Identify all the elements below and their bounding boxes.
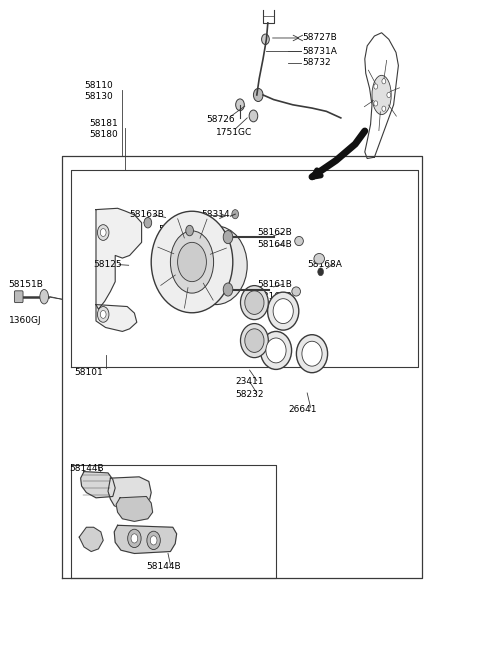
Text: 58181: 58181 <box>89 119 118 128</box>
Circle shape <box>186 225 193 236</box>
Text: 58101: 58101 <box>74 367 103 377</box>
Text: 58180: 58180 <box>89 130 118 140</box>
Ellipse shape <box>295 236 303 246</box>
Text: 58125: 58125 <box>94 260 122 269</box>
Ellipse shape <box>245 329 264 352</box>
Circle shape <box>262 34 269 45</box>
Ellipse shape <box>151 211 233 313</box>
Circle shape <box>223 283 233 296</box>
Ellipse shape <box>240 286 268 320</box>
Text: 58232: 58232 <box>235 390 264 399</box>
Text: 58168A: 58168A <box>307 260 342 269</box>
FancyBboxPatch shape <box>14 291 23 303</box>
Text: 58314: 58314 <box>202 210 230 219</box>
Ellipse shape <box>273 299 293 324</box>
Text: 58163B: 58163B <box>130 210 165 219</box>
Circle shape <box>144 217 152 228</box>
Ellipse shape <box>245 291 264 314</box>
Ellipse shape <box>302 341 322 366</box>
Circle shape <box>249 110 258 122</box>
Text: 58164B: 58164B <box>257 292 291 301</box>
Polygon shape <box>96 208 142 309</box>
Text: 26641: 26641 <box>288 405 316 414</box>
Circle shape <box>374 84 378 89</box>
Text: 58144B: 58144B <box>70 464 104 473</box>
Circle shape <box>374 101 378 106</box>
Ellipse shape <box>40 290 48 304</box>
Ellipse shape <box>372 75 391 115</box>
Circle shape <box>100 310 106 318</box>
Ellipse shape <box>185 226 247 305</box>
Circle shape <box>147 531 160 550</box>
Text: 58130: 58130 <box>84 92 113 102</box>
Circle shape <box>382 106 386 111</box>
Ellipse shape <box>260 331 292 369</box>
Circle shape <box>100 229 106 236</box>
Text: 58726: 58726 <box>206 115 235 124</box>
Circle shape <box>128 529 141 548</box>
Circle shape <box>178 242 206 282</box>
Polygon shape <box>81 472 115 498</box>
Circle shape <box>318 268 324 276</box>
Circle shape <box>150 536 157 545</box>
Text: 58144B: 58144B <box>146 562 181 571</box>
Circle shape <box>387 92 391 98</box>
Circle shape <box>223 231 233 244</box>
Polygon shape <box>79 527 103 552</box>
Text: 1751GC: 1751GC <box>216 128 252 137</box>
Ellipse shape <box>296 335 327 373</box>
Ellipse shape <box>170 231 214 293</box>
Text: 58162B: 58162B <box>257 228 291 237</box>
Circle shape <box>131 534 138 543</box>
Text: 58161B: 58161B <box>257 280 292 290</box>
Circle shape <box>97 225 109 240</box>
Text: 58164B: 58164B <box>257 240 291 249</box>
Polygon shape <box>108 477 151 511</box>
Text: 58727B: 58727B <box>302 33 337 43</box>
Text: 58110: 58110 <box>84 81 113 90</box>
Ellipse shape <box>314 253 324 264</box>
Circle shape <box>97 307 109 322</box>
Text: 1360GJ: 1360GJ <box>9 316 41 326</box>
Circle shape <box>236 99 244 111</box>
Circle shape <box>253 88 263 102</box>
Circle shape <box>382 79 386 84</box>
Text: 58732: 58732 <box>302 58 331 67</box>
Polygon shape <box>96 305 137 331</box>
Text: 23411: 23411 <box>235 377 264 386</box>
Text: 58731A: 58731A <box>302 47 337 56</box>
Ellipse shape <box>240 324 268 358</box>
Text: 58151B: 58151B <box>9 280 44 290</box>
Ellipse shape <box>292 287 300 296</box>
Text: 58125F: 58125F <box>158 225 192 234</box>
Ellipse shape <box>266 338 286 363</box>
Polygon shape <box>116 496 153 521</box>
Circle shape <box>232 210 239 219</box>
Polygon shape <box>114 525 177 553</box>
Ellipse shape <box>267 292 299 330</box>
